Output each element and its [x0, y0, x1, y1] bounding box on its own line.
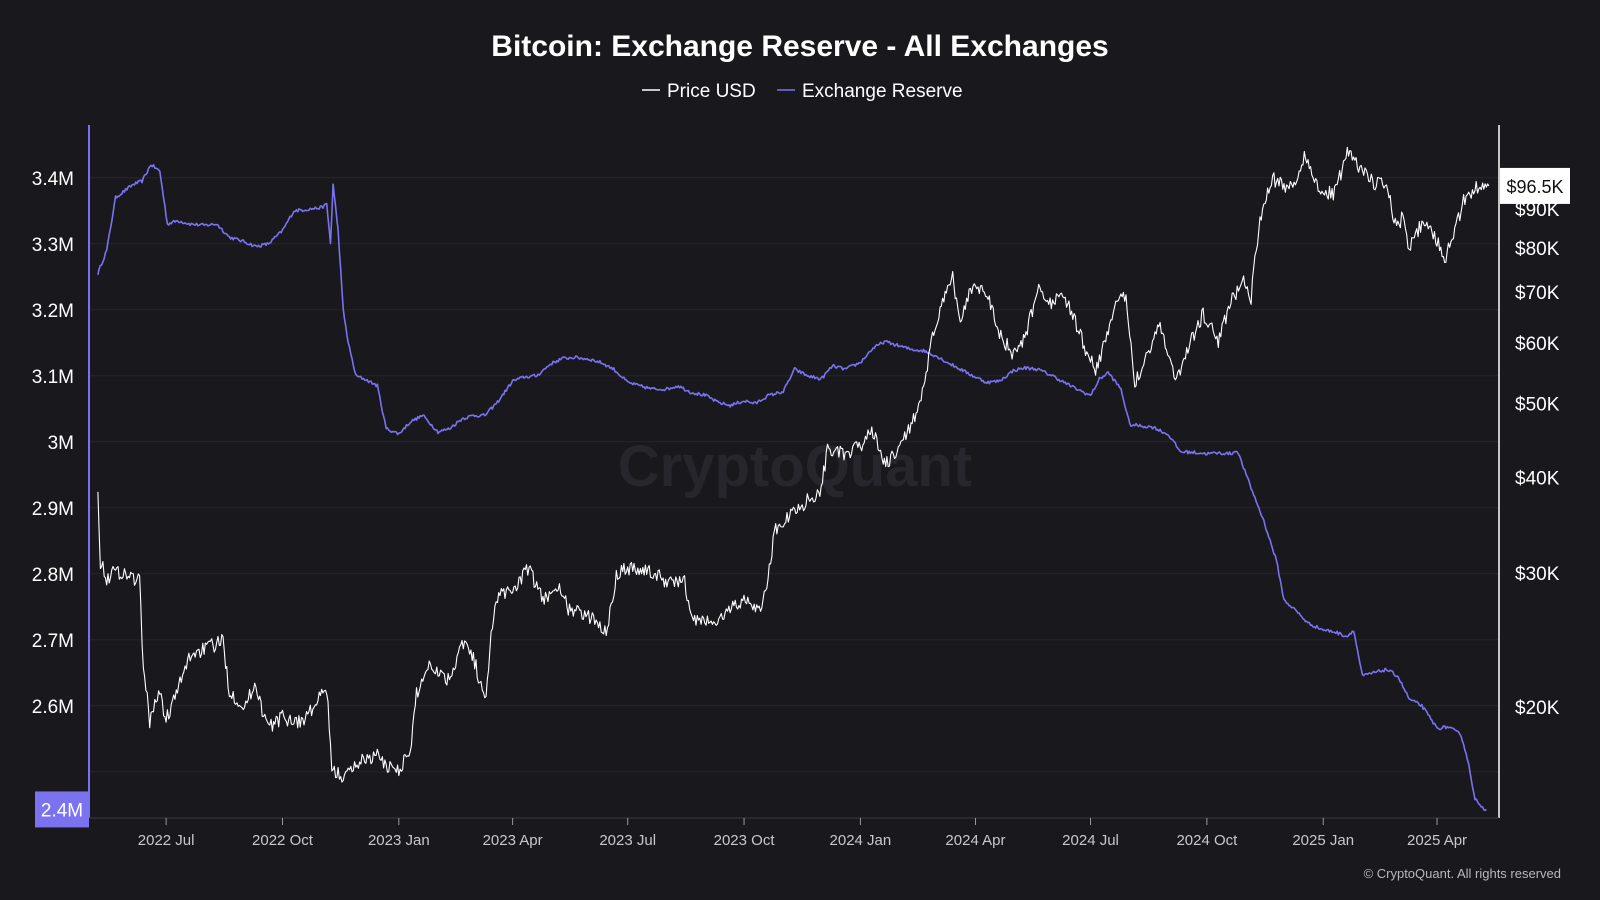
left-tick-label: 2.9M	[32, 499, 74, 520]
price-current-badge	[1500, 167, 1570, 204]
right-tick-label: $30K	[1515, 564, 1560, 585]
price-usd-line[interactable]	[97, 146, 1490, 783]
x-tick-label: 2023 Apr	[483, 832, 543, 849]
x-tick-label: 2024 Apr	[945, 832, 1005, 849]
x-tick-label: 2022 Oct	[252, 832, 314, 849]
left-tick-label: 2.7M	[32, 631, 74, 652]
left-tick-label: 3.2M	[32, 301, 74, 322]
price-current-label: $96.5K	[1506, 177, 1563, 197]
x-tick-label: 2022 Jul	[138, 832, 195, 849]
right-tick-label: $60K	[1515, 334, 1560, 355]
left-tick-label: 3.3M	[32, 235, 74, 256]
right-tick-label: $70K	[1515, 283, 1560, 304]
x-tick-label: 2024 Jan	[830, 832, 892, 849]
x-tick-label: 2023 Oct	[714, 832, 776, 849]
value-badges: 2.4M $96.5K	[35, 167, 1570, 828]
exchange-reserve-line[interactable]	[97, 164, 1487, 812]
left-y-axis: 3.4M 3.3M 3.2M 3.1M 3M 2.9M 2.8M 2.7M 2.6M	[32, 125, 90, 818]
left-tick-label: 3.1M	[32, 367, 74, 388]
right-tick-label: $80K	[1515, 239, 1560, 260]
left-tick-label: 2.6M	[32, 697, 74, 718]
x-tick-label: 2023 Jul	[599, 832, 656, 849]
x-tick-label: 2025 Apr	[1407, 832, 1467, 849]
watermark: CryptoQuant	[618, 434, 972, 499]
legend: Price USD Exchange Reserve	[642, 81, 963, 102]
legend-item-reserve[interactable]: Exchange Reserve	[802, 81, 963, 102]
right-tick-label: $20K	[1515, 698, 1560, 719]
x-tick-label: 2024 Jul	[1062, 832, 1119, 849]
reserve-current-label: 2.4M	[41, 800, 83, 821]
copyright-credit: © CryptoQuant. All rights reserved	[1364, 866, 1561, 881]
grid	[89, 177, 1499, 773]
series-layer	[97, 146, 1490, 812]
x-tick-label: 2023 Jan	[368, 832, 430, 849]
chart-title: Bitcoin: Exchange Reserve - All Exchange…	[491, 30, 1108, 63]
right-tick-label: $90K	[1515, 200, 1560, 221]
left-tick-label: 2.8M	[32, 565, 74, 586]
left-tick-label: 3M	[48, 433, 74, 454]
right-tick-label: $40K	[1515, 468, 1560, 489]
right-tick-label: $50K	[1515, 395, 1560, 416]
legend-item-price[interactable]: Price USD	[667, 81, 756, 102]
x-tick-label: 2024 Oct	[1176, 832, 1238, 849]
x-tick-label: 2025 Jan	[1292, 832, 1354, 849]
left-tick-label: 3.4M	[32, 169, 74, 190]
x-axis: 2022 Jul 2022 Oct 2023 Jan 2023 Apr 2023 Jul…	[89, 817, 1499, 849]
reserve-current-badge	[35, 791, 89, 828]
right-y-axis: $90K $80K $70K $60K $50K $40K $30K $20K	[1498, 125, 1560, 818]
